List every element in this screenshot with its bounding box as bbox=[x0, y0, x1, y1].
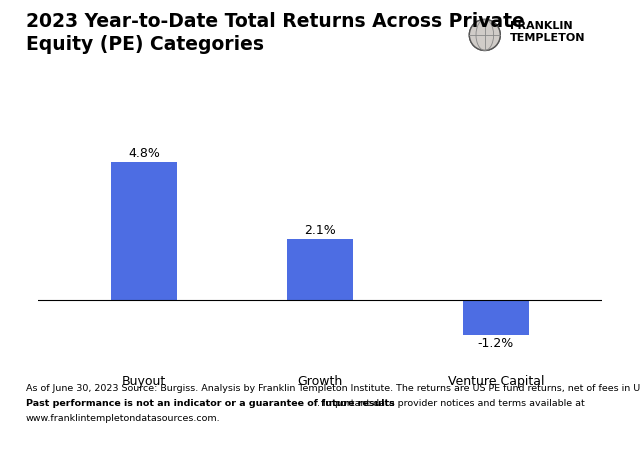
Bar bbox=[287, 240, 353, 300]
Text: www.franklintempletondatasources.com.: www.franklintempletondatasources.com. bbox=[26, 414, 220, 423]
Text: -1.2%: -1.2% bbox=[478, 336, 514, 350]
Text: As of June 30, 2023 Source: Burgiss. Analysis by Franklin Templeton Institute. T: As of June 30, 2023 Source: Burgiss. Ana… bbox=[26, 384, 640, 393]
Text: Past performance is not an indicator or a guarantee of future results: Past performance is not an indicator or … bbox=[26, 399, 394, 408]
Text: 4.8%: 4.8% bbox=[128, 146, 160, 159]
Text: 2023 Year-to-Date Total Returns Across Private
Equity (PE) Categories: 2023 Year-to-Date Total Returns Across P… bbox=[26, 12, 524, 54]
Text: . Important data provider notices and terms available at: . Important data provider notices and te… bbox=[317, 399, 584, 408]
Bar bbox=[463, 300, 529, 335]
Text: FRANKLIN
TEMPLETON: FRANKLIN TEMPLETON bbox=[510, 21, 586, 42]
Bar bbox=[111, 162, 177, 300]
Circle shape bbox=[469, 20, 500, 50]
Text: 2.1%: 2.1% bbox=[304, 225, 336, 237]
